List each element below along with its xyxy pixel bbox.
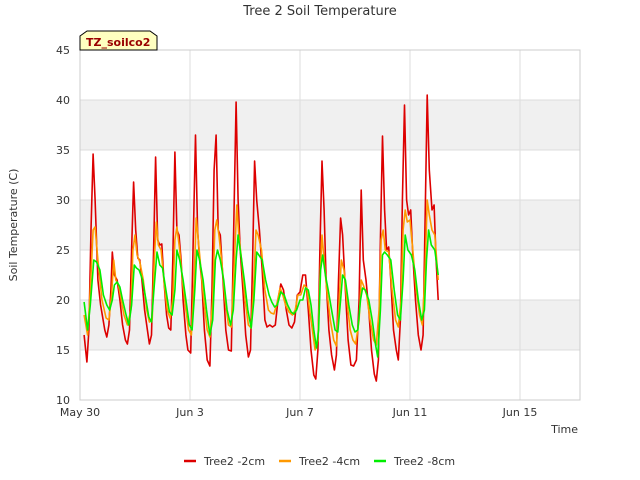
y-tick-label: 40 — [56, 94, 70, 107]
chart-title: Tree 2 Soil Temperature — [242, 4, 397, 19]
site-tag: TZ_soilco2 — [79, 30, 158, 51]
y-tick-label: 25 — [56, 244, 70, 257]
grid-lines — [79, 49, 581, 401]
series-lines — [83, 94, 439, 382]
plot-band — [80, 100, 580, 150]
x-tick-label: Jun 11 — [392, 406, 428, 419]
x-tick-label: May 30 — [60, 406, 100, 419]
legend-label: Tree2 -8cm — [393, 455, 455, 468]
y-tick-label: 30 — [56, 194, 70, 207]
plot-border — [79, 49, 581, 401]
series-line-3 — [83, 229, 439, 358]
y-tick-label: 10 — [56, 394, 70, 407]
legend-label: Tree2 -4cm — [298, 455, 360, 468]
site-tag-text: TZ_soilco2 — [86, 36, 150, 49]
x-axis-label: Time — [550, 423, 578, 436]
y-tick-label: 45 — [56, 44, 70, 57]
x-tick-label: Jun 7 — [285, 406, 314, 419]
plot-band — [80, 200, 580, 250]
legend-label: Tree2 -2cm — [203, 455, 265, 468]
y-tick-label: 15 — [56, 344, 70, 357]
x-tick-label: Jun 3 — [175, 406, 204, 419]
x-axis-ticks: May 30 Jun 3 Jun 7 Jun 11 Jun 15 — [60, 406, 537, 419]
y-tick-label: 35 — [56, 144, 70, 157]
legend: Tree2 -2cm Tree2 -4cm Tree2 -8cm — [184, 455, 455, 468]
y-tick-label: 20 — [56, 294, 70, 307]
x-tick-label: Jun 15 — [502, 406, 538, 419]
y-axis-ticks: 10 15 20 25 30 35 40 45 — [56, 44, 70, 407]
y-axis-label: Soil Temperature (C) — [7, 169, 20, 282]
site-tag-box — [79, 30, 158, 51]
